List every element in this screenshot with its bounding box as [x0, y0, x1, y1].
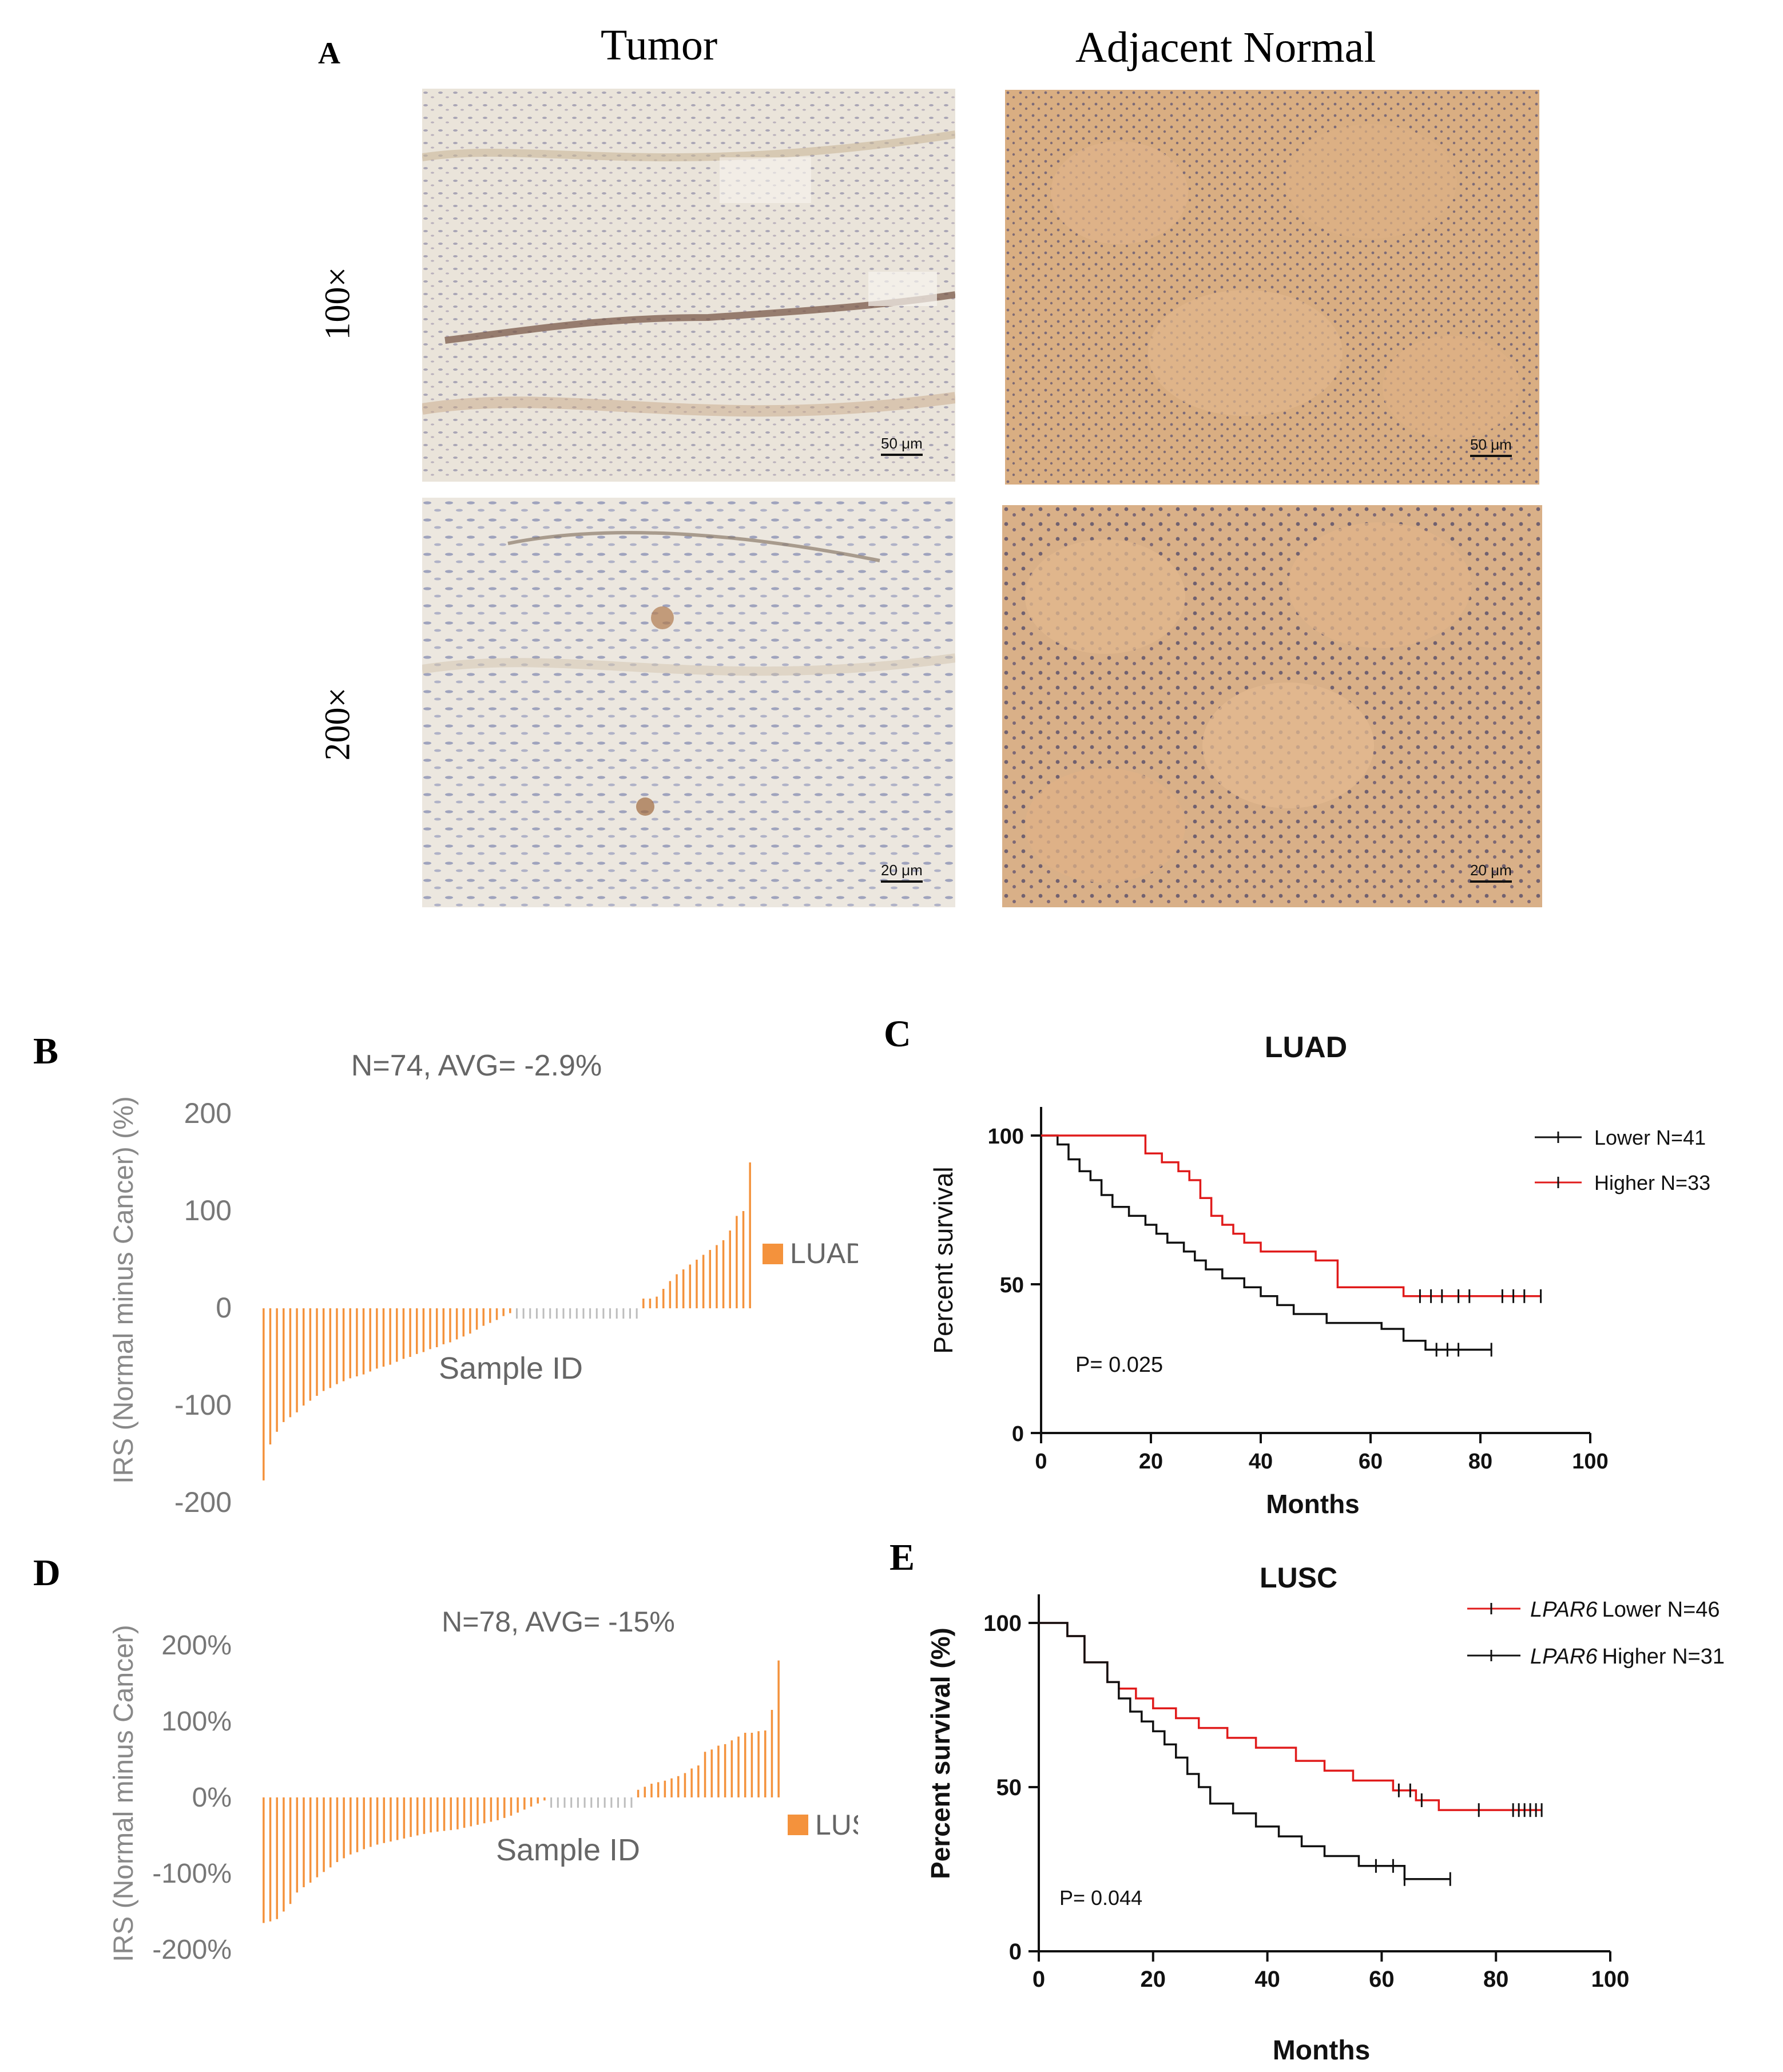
- micrograph-normal-100x: [1005, 90, 1539, 485]
- chart-c-xtick-label: 20: [1139, 1450, 1163, 1474]
- chart-c-curve-1: [1041, 1134, 1541, 1297]
- chart-c-xtick-label: 80: [1468, 1450, 1492, 1474]
- chart-e-pvalue: P= 0.044: [1059, 1886, 1142, 1910]
- chart-d-ylabel: IRS (Normal minus Cancer): [109, 1625, 139, 1962]
- chart-e-xtick-label: 20: [1141, 1967, 1166, 1992]
- chart-b-ytick-label: 0: [216, 1292, 232, 1324]
- chart-e-ytick-label: 50: [996, 1775, 1022, 1800]
- chart-c-legend-label-0: Lower N=41: [1594, 1126, 1706, 1149]
- chart-e-curve-1: [1039, 1622, 1451, 1880]
- chart-e-curve-0: [1039, 1622, 1542, 1811]
- chart-e-xtick-label: 60: [1369, 1967, 1395, 1992]
- chart-e-ytick-label: 100: [983, 1611, 1022, 1636]
- chart-e-xlabel: Months: [1273, 2035, 1371, 2066]
- chart-e-legend-text-0: Lower N=46: [1602, 1598, 1720, 1622]
- micrograph-normal-200x: [1002, 505, 1542, 907]
- chart-c-xtick-label: 0: [1035, 1450, 1047, 1474]
- chart-d-ytick-label: -100%: [152, 1859, 232, 1889]
- panel-letter-a: A: [318, 36, 340, 70]
- scale-bar-normal-200x: 20 μm: [1470, 862, 1512, 883]
- chart-c: LUAD Percent survival Months 0 20 40 60 80 10…: [928, 1031, 1710, 1519]
- panel-letter-b: B: [33, 1030, 59, 1072]
- chart-e-legend-label-0: LPAR6 Lower N=46: [1530, 1598, 1720, 1622]
- chart-d-ytick-label: -200%: [152, 1935, 232, 1965]
- chart-e-xtick-label: 100: [1591, 1967, 1630, 1992]
- chart-b-legend-swatch: [763, 1244, 783, 1264]
- column-header-tumor: Tumor: [601, 21, 718, 69]
- chart-c-title: LUAD: [1265, 1031, 1347, 1064]
- panel-letter-e: E: [889, 1537, 915, 1578]
- chart-e-xtick-label: 40: [1254, 1967, 1280, 1992]
- chart-c-ytick-label: 50: [1000, 1273, 1024, 1297]
- chart-d-title: N=78, AVG= -15%: [442, 1606, 675, 1638]
- chart-c-ytick-label: 100: [988, 1125, 1024, 1149]
- chart-e: LUSC Percent survival (%) Months 0 20 40 60…: [926, 1562, 1725, 2066]
- chart-e-legend-gene-1: LPAR6: [1530, 1645, 1598, 1669]
- chart-c-xtick-label: 40: [1249, 1450, 1273, 1474]
- chart-b-ytick-label: 100: [184, 1194, 232, 1226]
- chart-d-ytick-label: 100%: [161, 1706, 232, 1737]
- chart-b-ytick-label: -100: [174, 1389, 232, 1421]
- chart-e-title: LUSC: [1260, 1562, 1337, 1594]
- chart-b-xlabel: Sample ID: [439, 1351, 583, 1386]
- chart-c-legend-label-1: Higher N=33: [1594, 1171, 1710, 1194]
- column-header-adjacent-normal: Adjacent Normal: [1075, 23, 1376, 72]
- chart-c-xtick-label: 100: [1572, 1450, 1608, 1474]
- panel-letter-c: C: [884, 1013, 911, 1055]
- chart-e-xtick-label: 0: [1033, 1967, 1045, 1992]
- chart-d-ytick-label: 0%: [192, 1783, 232, 1813]
- chart-c-curve-0: [1041, 1134, 1492, 1351]
- chart-e-ytick-label: 0: [1009, 1939, 1022, 1964]
- chart-e-legend-label-1: LPAR6 Higher N=31: [1530, 1645, 1725, 1669]
- chart-c-xtick-label: 60: [1359, 1450, 1383, 1474]
- chart-b-title: N=74, AVG= -2.9%: [351, 1049, 602, 1082]
- scale-bar-normal-100x: 50 μm: [1470, 436, 1512, 457]
- chart-c-pvalue: P= 0.025: [1075, 1353, 1163, 1377]
- chart-d-ytick-label: 200%: [161, 1630, 232, 1661]
- chart-e-ylabel: Percent survival (%): [926, 1628, 955, 1879]
- chart-b-ytick-label: 200: [184, 1097, 232, 1129]
- chart-b: N=74, AVG= -2.9% IRS (Normal minus Cance…: [109, 1049, 858, 1518]
- scale-bar-tumor-200x: 20 μm: [881, 862, 923, 883]
- micrograph-tumor-200x: [422, 498, 955, 907]
- scale-bar-tumor-100x: 50 μm: [881, 435, 923, 456]
- chart-d: N=78, AVG= -15% IRS (Normal minus Cancer…: [109, 1606, 858, 1965]
- chart-c-ylabel: Percent survival: [928, 1166, 958, 1353]
- panel-letter-d: D: [33, 1552, 61, 1594]
- chart-d-xlabel: Sample ID: [496, 1833, 640, 1867]
- chart-b-legend-label: LUAD: [790, 1237, 858, 1269]
- chart-c-xlabel: Months: [1266, 1489, 1360, 1519]
- chart-d-legend-swatch: [788, 1815, 808, 1835]
- micrograph-tumor-100x: [422, 89, 955, 482]
- chart-b-ylabel: IRS (Normal minus Cancer) (%): [109, 1096, 139, 1483]
- chart-e-legend-text-1: Higher N=31: [1602, 1645, 1725, 1669]
- chart-b-ytick-label: -200: [174, 1486, 232, 1518]
- chart-e-legend-gene-0: LPAR6: [1530, 1598, 1598, 1622]
- chart-c-ytick-label: 0: [1012, 1422, 1024, 1446]
- chart-d-legend-label: LUSC: [815, 1809, 858, 1841]
- chart-e-xtick-label: 80: [1483, 1967, 1509, 1992]
